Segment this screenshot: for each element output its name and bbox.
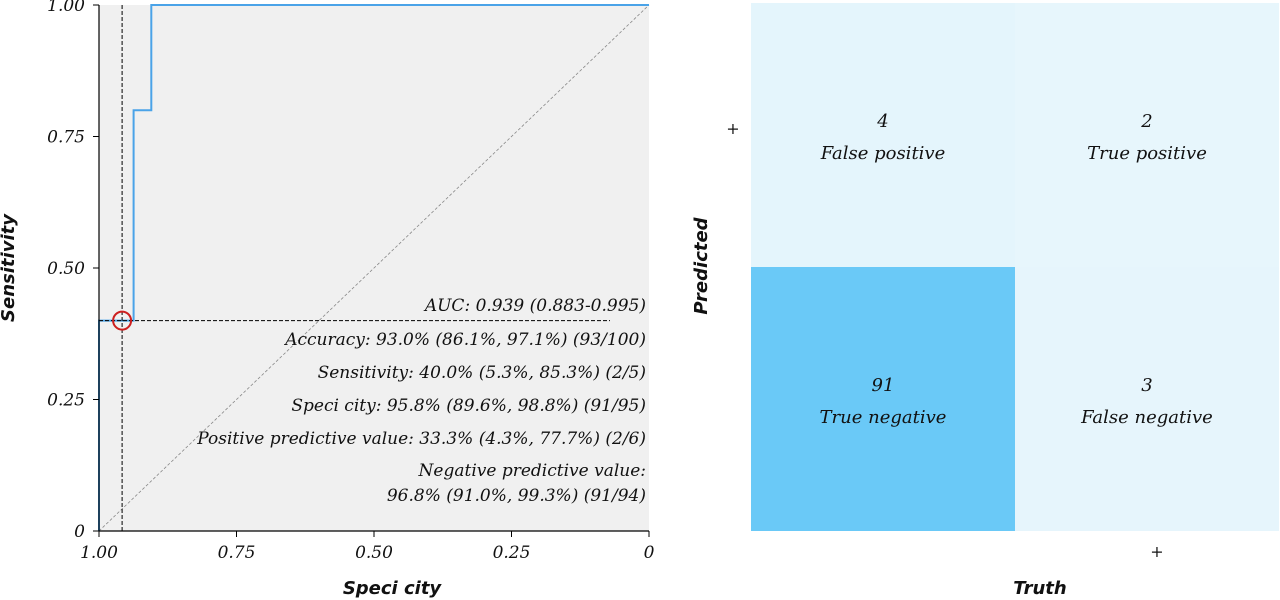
confusion-cell-label: False positive [820,143,946,164]
roc-annotation-line: Negative predictive value: [418,461,646,481]
x-tick-label: 0.50 [355,543,393,563]
confusion-cell-count: 3 [1141,375,1152,396]
confusion-cell-label: True negative [820,407,947,428]
truth-positive-sign: + [1150,542,1163,561]
roc-annotation-line: Speci city: 95.8% (89.6%, 98.8%) (91/95) [291,396,646,416]
x-axis-title: Speci city [343,578,443,599]
diagonal-reference-line [98,4,650,532]
roc-annotation-line: 96.8% (91.0%, 99.3%) (91/94) [387,486,646,506]
y-axis-title: Sensitivity [0,213,19,322]
confusion-matrix-panel: 4 False positive 2 True positive 91 True nega… [691,3,1279,599]
confusion-cell-label: False negative [1080,407,1213,428]
predicted-positive-sign: + [726,119,739,138]
roc-annotation-line: Positive predictive value: 33.3% (4.3%, … [196,429,646,449]
confusion-cell-label: True positive [1087,143,1207,164]
confusion-cell-count: 4 [876,111,888,132]
y-tick-label: 0.25 [47,391,85,411]
operating-point-marker [112,310,133,331]
roc-crosshair-layer [99,5,610,531]
x-axis-ticks: 1.00 0.75 0.50 0.25 0 [80,531,655,563]
confusion-cell [751,3,1015,267]
roc-stat-annotations: AUC: 0.939 (0.883-0.995) Accuracy: 93.0% … [196,296,646,506]
confusion-cell-count: 91 [872,375,895,396]
confusion-cell [751,267,1015,531]
y-tick-label: 1.00 [47,0,85,16]
roc-annotation-line: AUC: 0.939 (0.883-0.995) [423,296,646,316]
roc-annotation-line: Sensitivity: 40.0% (5.3%, 85.3%) (2/5) [318,363,646,383]
y-tick-label: 0 [74,522,85,542]
x-tick-label: 0.25 [493,543,531,563]
confusion-x-axis-title: Truth [1013,578,1066,599]
confusion-cell-count: 2 [1140,111,1152,132]
x-tick-label: 0 [644,543,655,563]
confusion-y-axis-title: Predicted [691,216,712,314]
y-axis-ticks: 0 0.25 0.50 0.75 1.00 [47,0,99,542]
y-tick-label: 0.75 [47,128,85,148]
x-tick-label: 1.00 [80,543,118,563]
confusion-cell [1015,3,1279,267]
confusion-cell [1015,267,1279,531]
y-tick-label: 0.50 [47,259,85,279]
x-tick-label: 0.75 [218,543,256,563]
confusion-matrix-cells: 4 False positive 2 True positive 91 True nega… [751,3,1279,531]
roc-panel: 0 0.25 0.50 0.75 1.00 1.00 0.75 0.50 0.25 0 Spec… [0,0,655,599]
roc-annotation-line: Accuracy: 93.0% (86.1%, 97.1%) (93/100) [283,330,646,350]
